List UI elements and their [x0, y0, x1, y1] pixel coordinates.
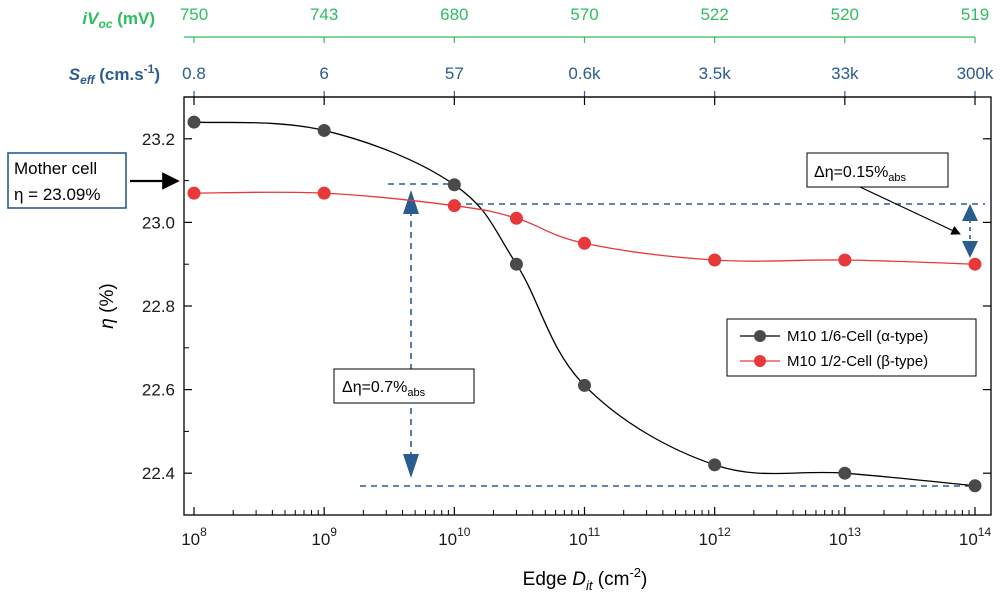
delta-large-arrow-head-up	[403, 190, 419, 214]
ivoc-tick-label: 680	[440, 5, 468, 24]
delta-small-label: Δη=0.15%abs	[814, 164, 907, 184]
ivoc-axis-label: iVoc (mV)	[82, 9, 155, 31]
series-line-0	[193, 121, 976, 487]
ivoc-tick-label: 743	[310, 5, 338, 24]
data-point-series-0	[447, 178, 461, 192]
legend-label-alpha: M10 1/6-Cell (α-type)	[787, 328, 928, 345]
delta-small-box	[806, 152, 949, 188]
legend-marker-beta	[754, 355, 766, 367]
top-axis-ivoc: iVoc (mV) 750 743 680 570 522 520 519	[82, 5, 989, 43]
mother-cell-line1: Mother cell	[14, 159, 97, 178]
x-tick-label: 1012	[699, 525, 732, 549]
x-tick-label: 109	[311, 525, 337, 549]
mother-cell-annotation: Mother cell η = 23.09%	[7, 152, 180, 209]
data-point-series-1	[838, 253, 852, 267]
series-line-1	[193, 191, 976, 265]
ivoc-tick-label: 519	[961, 5, 989, 24]
data-point-series-0	[187, 115, 201, 129]
seff-axis-label: Seff (cm.s-1)	[69, 62, 160, 87]
delta-large-arrow-head-down	[403, 454, 419, 478]
x-tick-label: 1011	[569, 525, 601, 549]
seff-tick-label: 0.6k	[568, 64, 601, 83]
y-tick-label: 23.0	[142, 213, 175, 232]
data-point-series-0	[578, 378, 591, 392]
seff-tick-label: 6	[319, 64, 328, 83]
y-tick-label: 22.4	[142, 464, 175, 483]
x-tick-label: 108	[181, 525, 207, 549]
y-tick-label: 22.8	[142, 297, 175, 316]
data-point-series-1	[447, 199, 461, 213]
legend-marker-alpha	[754, 330, 766, 342]
seff-tick-label: 0.8	[182, 64, 206, 83]
legend-label-beta: M10 1/2-Cell (β-type)	[787, 353, 928, 370]
data-point-series-1	[187, 186, 201, 200]
x-tick-label: 1014	[959, 525, 992, 549]
delta-large-label: Δη=0.7%abs	[342, 379, 426, 399]
data-point-series-0	[317, 123, 331, 137]
delta-large-annotation: Δη=0.7%abs	[333, 368, 475, 404]
data-point-series-1	[317, 186, 331, 200]
delta-small-arrow-head-up	[962, 204, 978, 221]
top-axis-seff: Seff (cm.s-1) 0.8 6 57 0.6k 3.5k 33k 300k	[69, 62, 994, 98]
x-tick-label: 1013	[829, 525, 862, 549]
mother-cell-line2: η = 23.09%	[14, 185, 101, 204]
y-tick-label: 23.2	[142, 130, 175, 149]
ivoc-tick-label: 520	[831, 5, 859, 24]
data-point-series-0	[509, 257, 523, 271]
legend: M10 1/6-Cell (α-type) M10 1/2-Cell (β-ty…	[726, 318, 977, 377]
x-tick-label: 1010	[438, 525, 471, 549]
ivoc-tick-label: 570	[570, 5, 598, 24]
delta-small-annotation: Δη=0.15%abs	[806, 152, 961, 235]
y-tick-label: 22.6	[142, 381, 175, 400]
seff-tick-label: 300k	[957, 64, 994, 83]
data-point-series-1	[578, 236, 591, 250]
x-axis-title: Edge Dit (cm-2)	[523, 565, 648, 593]
seff-tick-label: 57	[445, 64, 464, 83]
data-point-series-1	[968, 257, 982, 271]
legend-box	[726, 318, 977, 377]
seff-tick-label: 33k	[831, 64, 859, 83]
mother-cell-box	[7, 152, 127, 209]
delta-small-arrow-head-down	[962, 241, 978, 258]
delta-large-box	[333, 368, 475, 404]
seff-tick-label: 3.5k	[699, 64, 732, 83]
data-point-series-1	[509, 211, 523, 225]
data-point-series-0	[968, 479, 982, 493]
ivoc-tick-label: 750	[180, 5, 208, 24]
y-axis-title: η (%)	[97, 283, 118, 328]
delta-small-pointer	[859, 186, 961, 235]
data-point-series-0	[838, 466, 852, 480]
data-point-series-1	[708, 253, 722, 267]
data-point-series-0	[708, 458, 722, 472]
ivoc-tick-label: 522	[700, 5, 728, 24]
